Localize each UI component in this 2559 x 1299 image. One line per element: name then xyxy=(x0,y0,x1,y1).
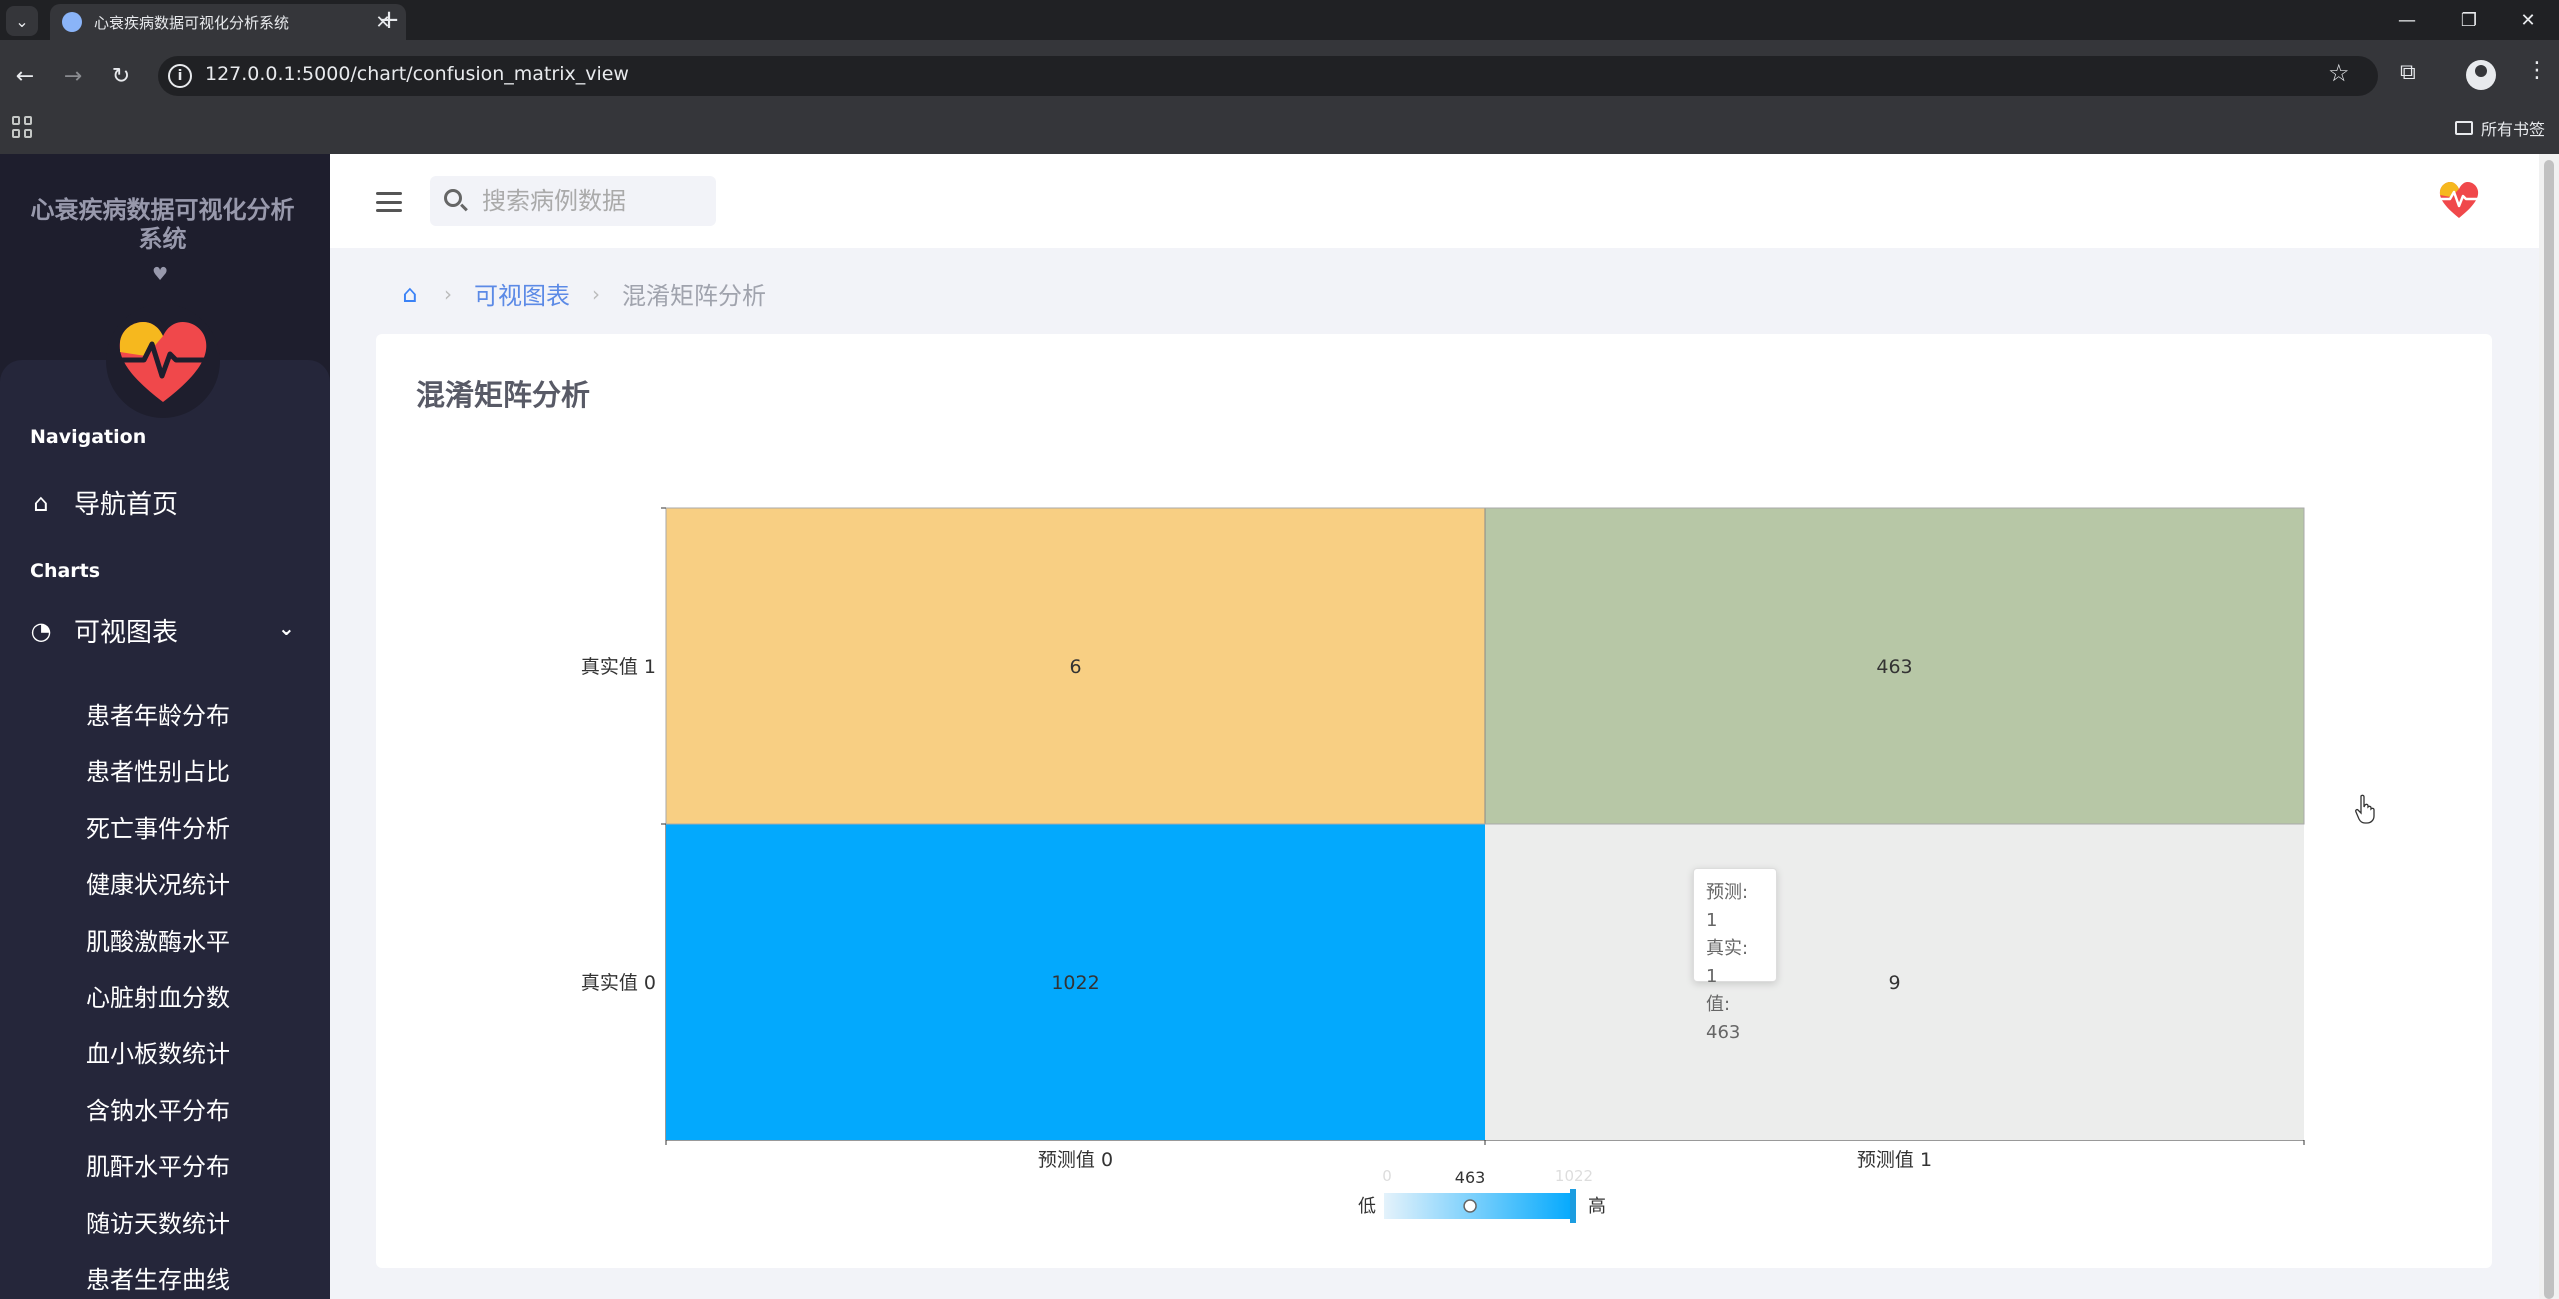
bookmark-star-icon[interactable]: ☆ xyxy=(2328,59,2350,87)
visual-map-low-label: 低 xyxy=(1358,1196,1376,1217)
url-text[interactable]: 127.0.0.1:5000/chart/confusion_matrix_vi… xyxy=(205,63,629,85)
extensions-icon[interactable]: ⧉ xyxy=(2400,60,2416,85)
small-heart-icon: ♥ xyxy=(152,264,169,285)
all-bookmarks-label: 所有书签 xyxy=(2480,120,2545,139)
forward-icon[interactable]: → xyxy=(63,63,83,89)
tooltip-value: 值: 463 xyxy=(1706,994,1741,1043)
close-window-icon[interactable]: ✕ xyxy=(2520,9,2536,31)
sidebar-subitem[interactable]: 患者生存曲线 xyxy=(86,1266,230,1294)
breadcrumb: ⌂ › 可视图表 › 混淆矩阵分析 xyxy=(398,276,766,311)
card-title: 混淆矩阵分析 xyxy=(416,378,591,412)
sidebar-subitem[interactable]: 随访天数统计 xyxy=(86,1209,230,1238)
breadcrumb-home-icon[interactable]: ⌂ xyxy=(402,279,418,308)
home-icon: ⌂ xyxy=(33,488,49,517)
browser-menu-icon[interactable]: ⋮ xyxy=(2526,58,2548,83)
reload-icon[interactable]: ↻ xyxy=(111,63,131,89)
page-scrollbar-thumb[interactable] xyxy=(2544,160,2554,1299)
cell-value-label: 6 xyxy=(1069,656,1081,678)
visual-map-max-value: 1022 xyxy=(1555,1167,1593,1185)
search-input[interactable] xyxy=(482,186,702,216)
visual-map-indicator xyxy=(1463,1199,1477,1213)
visual-map-bar xyxy=(1384,1193,1574,1219)
visual-map-max-handle xyxy=(1570,1189,1576,1223)
browser-tab-bar: ⌄ 心衰疾病数据可视化分析系统 ✕ + — ❐ ✕ xyxy=(0,0,2559,40)
sidebar-subitem[interactable]: 患者性别占比 xyxy=(86,758,230,787)
all-bookmarks-button[interactable]: 所有书签 xyxy=(2454,116,2545,140)
sidebar-item-charts[interactable]: ◔ 可视图表 xyxy=(28,612,179,649)
chart-tooltip: 预测: 1 真实: 1 值: 463 xyxy=(1693,868,1777,1043)
sidebar-section-charts: Charts xyxy=(30,560,101,582)
breadcrumb-current: 混淆矩阵分析 xyxy=(622,282,766,310)
sidebar-item-home-label: 导航首页 xyxy=(74,490,179,520)
address-bar[interactable] xyxy=(158,56,2378,96)
visual-map-current-value: 463 xyxy=(1455,1168,1486,1187)
header-logo-icon[interactable] xyxy=(2436,176,2482,222)
heatmap-cell[interactable] xyxy=(666,824,1485,1140)
sidebar-app-title: 心衰疾病数据可视化分析系统 xyxy=(30,196,295,253)
bookmarks-bar xyxy=(0,112,2559,154)
browser-tab[interactable]: 心衰疾病数据可视化分析系统 ✕ xyxy=(50,4,406,40)
chevron-down-icon[interactable]: ⌄ xyxy=(278,616,295,640)
tab-search-button[interactable]: ⌄ xyxy=(6,6,38,36)
sidebar: 心衰疾病数据可视化分析系统 ♥ Navigation ⌂ 导航首页 Charts… xyxy=(0,154,330,1299)
breadcrumb-separator-icon: › xyxy=(592,281,600,306)
tooltip-actual: 真实: 1 xyxy=(1706,938,1749,987)
menu-toggle-icon[interactable] xyxy=(376,192,402,212)
x-tick-label: 预测值 1 xyxy=(1857,1149,1932,1171)
cell-value-label: 463 xyxy=(1876,656,1912,678)
sidebar-section-navigation: Navigation xyxy=(30,426,147,448)
cell-value-label: 1022 xyxy=(1051,972,1099,994)
sidebar-subitem[interactable]: 患者年龄分布 xyxy=(86,702,230,730)
top-header xyxy=(330,154,2539,248)
chart-card: 混淆矩阵分析 6 463 1022 9 真实值 1 真实值 0 预测值 0 预测值 1 低 高 0 1… xyxy=(376,334,2492,1268)
sidebar-subitem[interactable]: 肌酐水平分布 xyxy=(86,1153,230,1182)
sidebar-subitem[interactable]: 肌酸激酶水平 xyxy=(86,927,230,956)
sidebar-subitem[interactable]: 死亡事件分析 xyxy=(86,814,230,843)
visual-map-min-value: 0 xyxy=(1382,1167,1392,1185)
y-tick-label: 真实值 1 xyxy=(581,656,656,678)
search-box[interactable] xyxy=(430,176,716,226)
sidebar-nav-panel xyxy=(0,360,330,1299)
confusion-matrix-chart[interactable]: 6 463 1022 9 真实值 1 真实值 0 预测值 0 预测值 1 低 高 0 1022 463 xyxy=(376,334,2492,1268)
breadcrumb-separator-icon: › xyxy=(444,281,452,306)
site-info-icon[interactable]: i xyxy=(168,64,192,88)
apps-grid-icon[interactable] xyxy=(12,116,34,138)
y-tick-label: 真实值 0 xyxy=(581,972,656,994)
search-icon xyxy=(444,189,462,207)
sidebar-item-charts-label: 可视图表 xyxy=(74,618,179,648)
minimize-icon[interactable]: — xyxy=(2398,9,2416,31)
sidebar-subitem[interactable]: 心脏射血分数 xyxy=(86,984,230,1012)
tooltip-predicted: 预测: 1 xyxy=(1706,882,1749,931)
profile-avatar-icon[interactable] xyxy=(2466,60,2496,90)
back-icon[interactable]: ← xyxy=(15,63,35,89)
folder-icon xyxy=(2454,121,2473,135)
new-tab-button[interactable]: + xyxy=(378,5,400,35)
sidebar-item-home[interactable]: ⌂ 导航首页 xyxy=(28,484,178,521)
tab-title: 心衰疾病数据可视化分析系统 xyxy=(94,13,290,32)
tab-close-icon[interactable]: ✕ xyxy=(375,11,391,33)
cell-value-label: 9 xyxy=(1888,972,1900,994)
main-content: ⌂ › 可视图表 › 混淆矩阵分析 混淆矩阵分析 6 463 1022 9 真实值 1 真… xyxy=(330,154,2539,1299)
heatmap-cell[interactable] xyxy=(1485,824,2304,1140)
cursor-hand-icon xyxy=(2355,794,2375,824)
tab-favicon-icon xyxy=(62,12,82,32)
visual-map-high-label: 高 xyxy=(1588,1196,1606,1217)
highlighted-row-outline xyxy=(665,507,2305,825)
restore-icon[interactable]: ❐ xyxy=(2460,9,2478,31)
x-tick-label: 预测值 0 xyxy=(1038,1149,1113,1171)
app-logo xyxy=(106,304,220,418)
heatmap-cell[interactable] xyxy=(666,508,1485,824)
sidebar-subitem[interactable]: 含钠水平分布 xyxy=(86,1096,230,1125)
pie-chart-icon: ◔ xyxy=(30,616,52,645)
sidebar-subitem[interactable]: 健康状况统计 xyxy=(86,871,230,900)
sidebar-subitem[interactable]: 血小板数统计 xyxy=(86,1040,230,1069)
breadcrumb-link-charts[interactable]: 可视图表 xyxy=(474,282,570,310)
